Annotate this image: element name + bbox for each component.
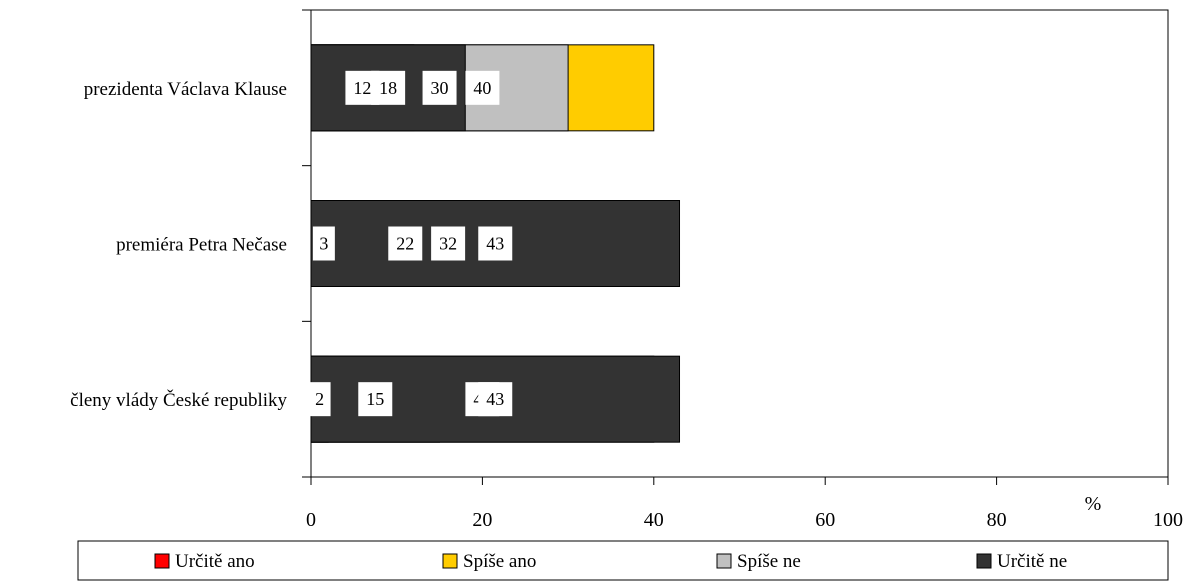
data-label: 40 [473,78,491,98]
data-label-box [308,382,331,417]
data-label: 2 [315,389,324,409]
data-label-box [358,382,393,417]
legend-swatch [442,553,458,569]
legend-label: Určitě ne [997,551,1067,572]
category-label: členy vlády České republiky [70,389,287,411]
legend-swatch [716,553,732,569]
category-label: premiéra Petra Nečase [116,235,287,256]
legend: Určitě ano Spíše ano Spíše ne Určitě ne [77,540,1169,581]
axes: prezidenta Václava Klause premiéra Petra … [70,9,1183,531]
x-tick-label: 20 [472,509,492,531]
x-tick-label: 80 [987,509,1007,531]
data-label: 12 [353,78,371,98]
data-label: 32 [439,234,457,254]
data-label: 3 [319,234,328,254]
data-label: 30 [431,78,449,98]
data-label-box [465,70,500,105]
legend-label: Spíše ano [463,551,536,572]
data-label-box [388,226,423,261]
x-tick-label: 60 [815,509,835,531]
data-label-box [371,70,406,105]
category-label: prezidenta Václava Klause [84,79,287,100]
legend-swatch [976,553,992,569]
data-label-box [478,382,513,417]
data-label: 43 [486,389,504,409]
data-labels-layer: 1240301832232432154043 [308,70,513,417]
data-label-box [431,226,466,261]
legend-swatch [154,553,170,569]
data-label: 22 [396,234,414,254]
data-label-box [422,70,457,105]
x-tick-label: 0 [306,509,316,531]
legend-label: Spíše ne [737,551,801,572]
data-label-box [312,226,335,261]
data-label: 18 [379,78,397,98]
x-tick-label: 40 [644,509,664,531]
legend-label: Určitě ano [175,551,255,572]
data-label-box [478,226,513,261]
data-label: 43 [486,234,504,254]
data-label: 15 [366,389,384,409]
x-tick-label: 100 [1153,509,1183,531]
x-unit-label: % [1085,493,1102,515]
